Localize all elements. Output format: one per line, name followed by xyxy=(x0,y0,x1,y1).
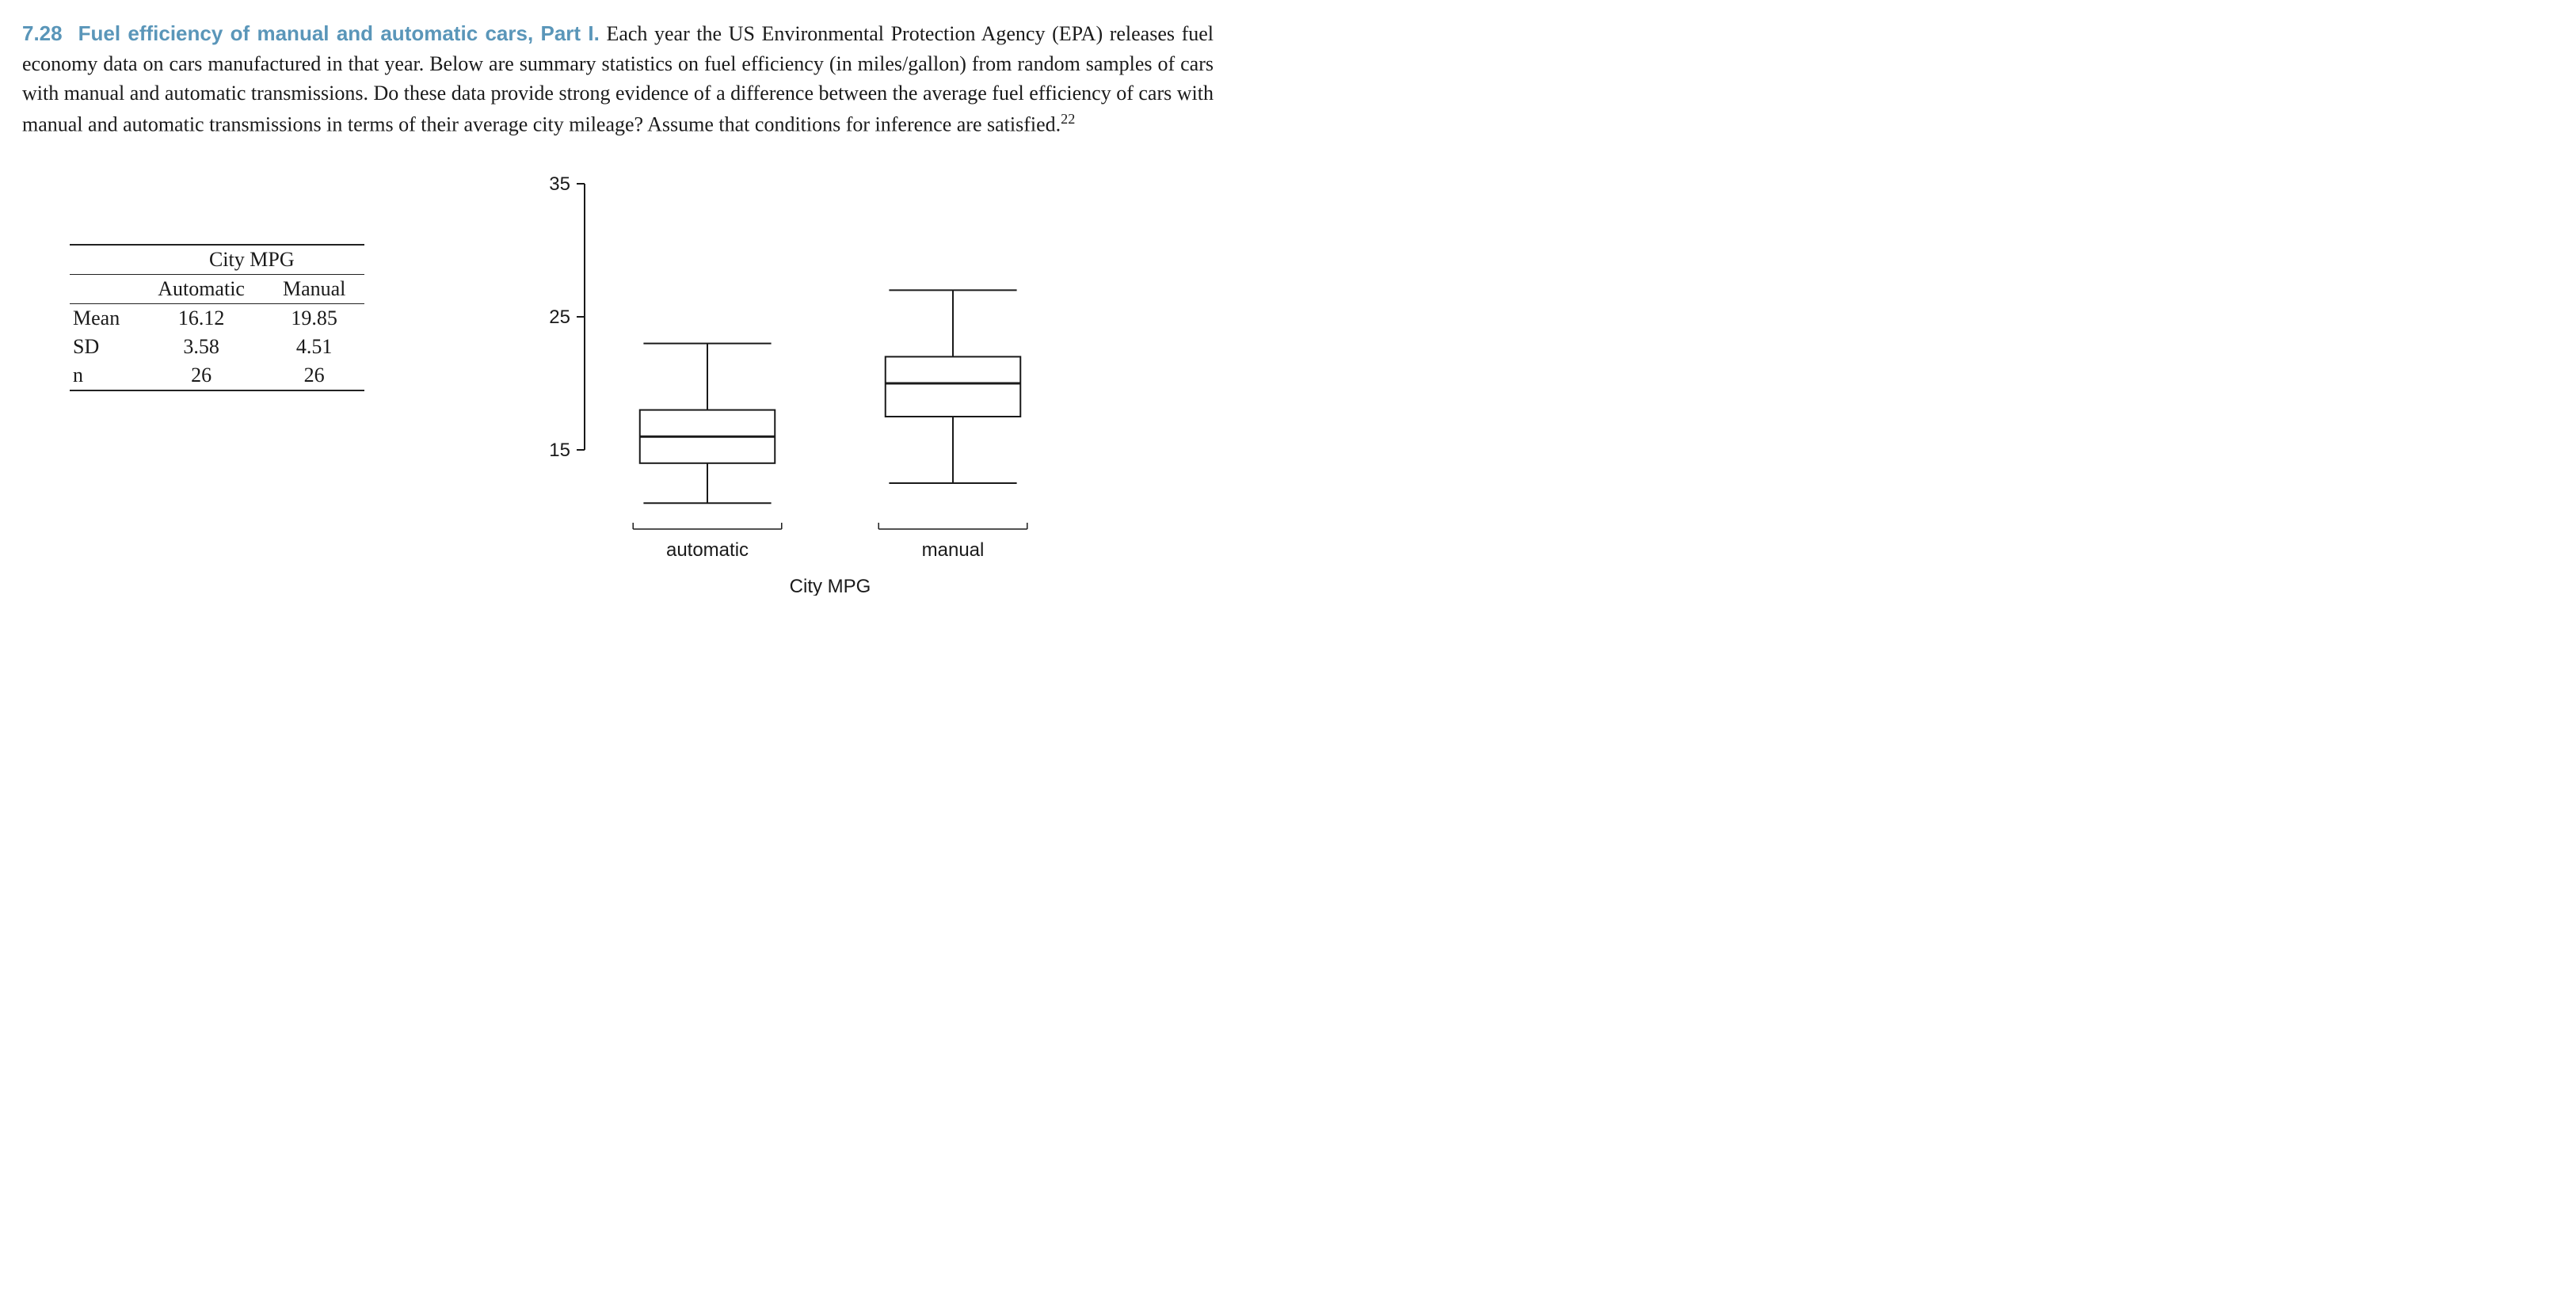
table-col-header: Automatic xyxy=(139,275,264,304)
boxplot-svg: 15 25 35 automatic manual City MPG xyxy=(513,168,1099,596)
table-super-header: City MPG xyxy=(139,245,364,275)
problem-number: 7.28 xyxy=(22,21,63,45)
footnote-mark: 22 xyxy=(1061,111,1075,127)
problem-paragraph: 7.28 Fuel efficiency of manual and automa… xyxy=(22,19,1214,139)
svg-text:25: 25 xyxy=(549,307,570,328)
table-cell: 26 xyxy=(264,361,364,390)
table-cell: 19.85 xyxy=(264,304,364,333)
svg-text:automatic: automatic xyxy=(666,539,749,561)
svg-text:manual: manual xyxy=(922,539,985,561)
table-row-label: n xyxy=(70,361,139,390)
summary-table: City MPG Automatic Manual Mean 16.12 19.… xyxy=(70,244,364,391)
table-cell: 26 xyxy=(139,361,264,390)
content-row: City MPG Automatic Manual Mean 16.12 19.… xyxy=(22,168,1214,600)
table-cell: 4.51 xyxy=(264,333,364,361)
svg-text:35: 35 xyxy=(549,173,570,195)
problem-title: Fuel efficiency of manual and automatic … xyxy=(78,21,600,45)
summary-table-wrap: City MPG Automatic Manual Mean 16.12 19.… xyxy=(22,168,482,391)
table-blank-header xyxy=(70,275,139,304)
table-col-header: Manual xyxy=(264,275,364,304)
table-row-label: Mean xyxy=(70,304,139,333)
table-cell: 3.58 xyxy=(139,333,264,361)
table-row-label: SD xyxy=(70,333,139,361)
boxplot-chart: 15 25 35 automatic manual City MPG xyxy=(513,168,1099,600)
table-corner xyxy=(70,245,139,275)
svg-text:15: 15 xyxy=(549,440,570,461)
svg-text:City MPG: City MPG xyxy=(790,576,871,596)
table-cell: 16.12 xyxy=(139,304,264,333)
